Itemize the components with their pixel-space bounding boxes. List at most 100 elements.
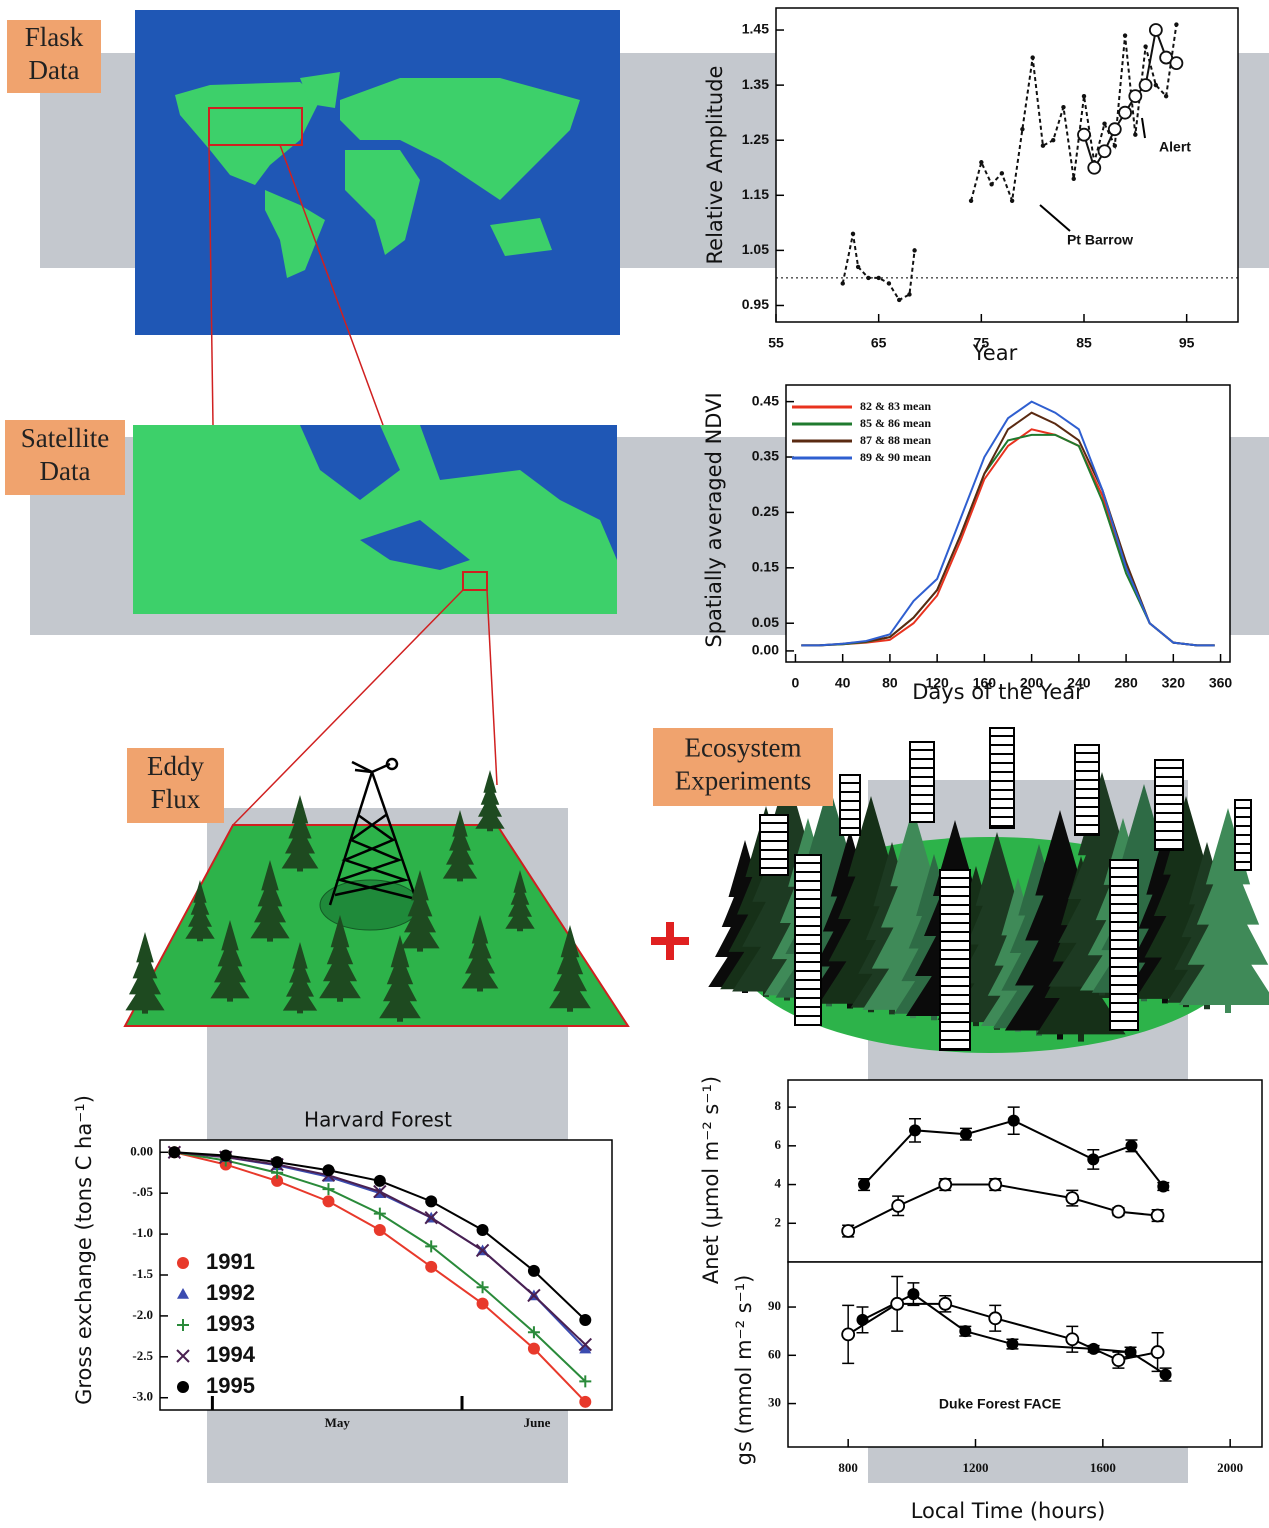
y-tick-label: 4: [775, 1176, 782, 1191]
marker: [271, 1166, 284, 1179]
x-tick-label: 80: [882, 675, 898, 691]
marker: [373, 1207, 386, 1220]
tree: [505, 870, 535, 932]
tree: [319, 915, 361, 1002]
land: [133, 425, 617, 614]
marker: [373, 1184, 387, 1199]
y-tick-label: 0.25: [752, 503, 779, 519]
x-tick-label: 65: [871, 335, 887, 351]
y-tick-label: 1.35: [742, 76, 769, 92]
tree: [1178, 808, 1269, 1014]
marker: [373, 1224, 386, 1236]
marker: [476, 1224, 489, 1236]
marker: [1128, 89, 1143, 104]
tower: [909, 741, 935, 823]
panel-labels: FlaskDataSatelliteDataEddyFluxEcosystemE…: [5, 20, 833, 823]
marker: [1174, 22, 1179, 27]
marker: [959, 1325, 972, 1338]
label-box: [5, 420, 125, 495]
x-tick-label: 85: [1076, 335, 1092, 351]
x-tick-label: 360: [1209, 675, 1233, 691]
x-tick-label: 320: [1162, 675, 1186, 691]
marker: [476, 1281, 489, 1294]
marker: [1111, 1204, 1126, 1219]
annotation-arrow: [1039, 204, 1071, 232]
y-tick-label: 0.00: [752, 642, 779, 658]
marker: [840, 281, 845, 286]
tree: [250, 860, 290, 942]
marker: [988, 1311, 1003, 1326]
marker: [168, 1146, 181, 1159]
tower-leg: [370, 771, 420, 906]
y-tick-label: 1.45: [742, 21, 769, 37]
marker: [578, 1337, 592, 1352]
marker: [1122, 33, 1128, 38]
panel-label: Data: [29, 55, 80, 85]
marker: [1009, 198, 1015, 204]
x-tick-label: 55: [768, 335, 784, 351]
label-box: [653, 728, 833, 806]
marker: [1169, 56, 1184, 70]
chart-title: Harvard Forest: [304, 1108, 452, 1132]
tower: [759, 814, 789, 876]
marker: [912, 248, 917, 253]
eddy-flux-site: [123, 757, 630, 1027]
panel-label: Eddy: [147, 751, 204, 781]
x-tick-label: 1600: [1090, 1460, 1116, 1475]
marker: [425, 1195, 438, 1208]
marker: [1150, 1345, 1165, 1359]
plot-frame: [159, 1139, 613, 1411]
marker: [579, 1314, 592, 1326]
ecosystem-experiment: [708, 727, 1269, 1053]
marker: [1061, 104, 1066, 110]
marker: [177, 1257, 189, 1269]
y-tick-label: 1.05: [742, 241, 769, 257]
y-tick-label: -2.0: [132, 1307, 153, 1322]
tree: [210, 920, 250, 1002]
legend-label: 87 & 88 mean: [860, 433, 931, 447]
zoom-line: [279, 144, 384, 426]
marker: [938, 1177, 953, 1192]
label-box: [7, 20, 101, 93]
marker: [579, 1395, 592, 1408]
marker: [1087, 1153, 1100, 1166]
legend-label: 1995: [206, 1373, 255, 1398]
tower-brace: [334, 813, 413, 900]
zoom-box: [208, 107, 303, 146]
marker: [1051, 138, 1056, 143]
world-map: [135, 10, 620, 335]
legend-label: 1992: [206, 1280, 255, 1305]
marker: [1006, 1338, 1019, 1351]
label-box: [127, 748, 224, 823]
x-tick-label: 95: [1179, 335, 1195, 351]
marker: [999, 171, 1005, 176]
y-tick-label: 0.05: [752, 614, 779, 630]
tree: [475, 770, 505, 832]
marker: [1159, 1368, 1172, 1381]
y-tick-label: 2: [775, 1214, 782, 1229]
marker: [219, 1149, 232, 1162]
lake: [360, 520, 470, 570]
plus-bar: [666, 922, 674, 960]
anemometer: [351, 760, 391, 774]
anemometer: [385, 757, 399, 771]
marker: [891, 1198, 906, 1213]
tower: [989, 727, 1015, 829]
y-axis-label: Relative Amplitude: [703, 66, 727, 265]
chart-annotation: Duke Forest FACE: [939, 1396, 1061, 1412]
y-axis-label: Gross exchange (tons C ha⁻¹): [72, 1095, 96, 1405]
y-tick-label: -1.5: [132, 1266, 153, 1281]
marker: [897, 297, 902, 303]
marker: [841, 1327, 856, 1342]
marker: [425, 1260, 438, 1273]
y-tick-label: -1.0: [132, 1225, 153, 1240]
y-axis-label: Spatially averaged NDVI: [702, 392, 726, 647]
tree: [442, 810, 478, 882]
land: [340, 78, 580, 200]
marker: [907, 292, 912, 297]
panel-label: Flask: [25, 22, 84, 52]
marker: [841, 1224, 856, 1238]
marker: [876, 275, 881, 281]
zoom-line: [232, 589, 464, 826]
